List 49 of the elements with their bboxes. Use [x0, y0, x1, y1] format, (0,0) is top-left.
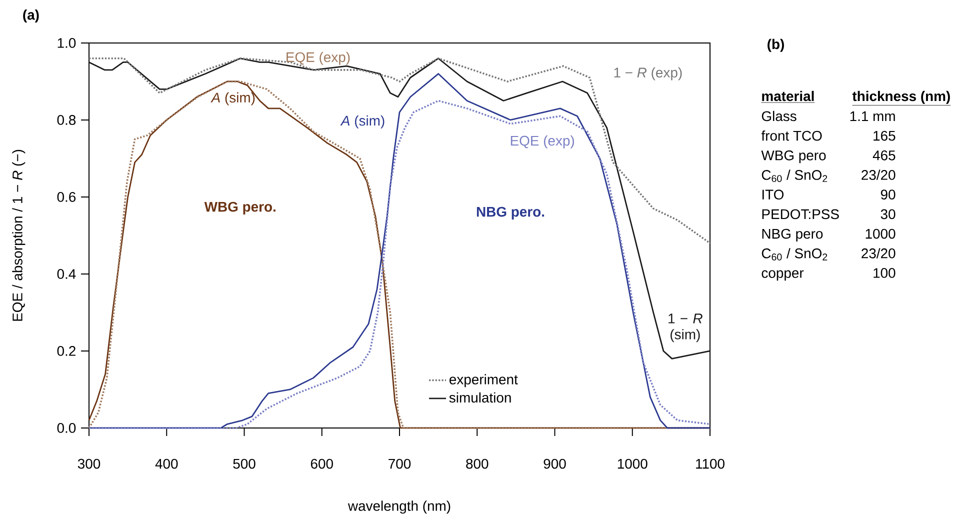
text: 23/20 — [862, 170, 896, 180]
text: 30 — [880, 209, 896, 220]
text: copper — [762, 270, 804, 281]
text: material — [762, 90, 814, 102]
annotation: EQE (exp) — [286, 52, 350, 65]
y-axis-title: EQE / absorption / 1 − R (−) — [12, 150, 26, 321]
y-tick-label: 0.6 — [57, 192, 76, 202]
text: PEDOT:PSS — [762, 209, 839, 220]
text: 1.1 mm — [850, 111, 895, 121]
x-tick-label: 300 — [78, 458, 100, 469]
x-tick-label: 600 — [310, 458, 333, 469]
text: C$_{60}$ / SnO$_{2}$ — [762, 248, 828, 260]
annotation: EQE (exp) — [510, 135, 574, 148]
y-tick-label: 0.8 — [57, 115, 76, 125]
text: C$_{60}$ / SnO$_{2}$ — [762, 170, 828, 182]
annotation: simulation — [449, 392, 511, 403]
text: WBG pero — [761, 150, 826, 164]
text: 90 — [880, 190, 896, 200]
annotation: 1 − R (exp) — [614, 67, 682, 80]
annotation: A (sim) — [340, 115, 384, 128]
y-tick-label: 1.0 — [58, 38, 76, 48]
text: Glass — [762, 110, 796, 122]
y-tick-label: 0.2 — [57, 346, 76, 356]
x-tick-label: 700 — [388, 458, 411, 469]
text: 465 — [872, 150, 896, 160]
annotation: WBG pero. — [204, 202, 276, 214]
x-tick-label: 800 — [466, 458, 488, 469]
x-tick-label: 500 — [233, 458, 256, 469]
x-tick-label: 1100 — [696, 458, 724, 469]
text: NBG pero — [762, 228, 823, 242]
text: 165 — [874, 130, 896, 141]
text: thickness (nm) — [852, 90, 950, 104]
annotation: A (sim) — [210, 92, 255, 106]
annotation: 1 − R (sim) — [668, 314, 702, 342]
annotation: experiment — [450, 374, 518, 388]
text: 23/20 — [862, 248, 896, 258]
chart-title: (a) — [23, 10, 39, 23]
x-tick-label: 400 — [155, 458, 178, 469]
text: front TCO — [761, 130, 822, 141]
text: 1000 — [866, 228, 896, 239]
annotation: NBG pero. — [476, 206, 544, 220]
x-axis-title: wavelength (nm) — [348, 500, 450, 514]
y-tick-label: 0.4 — [57, 269, 76, 279]
text: 100 — [874, 268, 896, 278]
text: ITO — [762, 190, 784, 200]
x-tick-label: 1000 — [618, 458, 648, 469]
x-tick-label: 900 — [544, 458, 566, 469]
y-tick-label: 0.0 — [57, 423, 76, 433]
text: (b) — [768, 38, 784, 52]
